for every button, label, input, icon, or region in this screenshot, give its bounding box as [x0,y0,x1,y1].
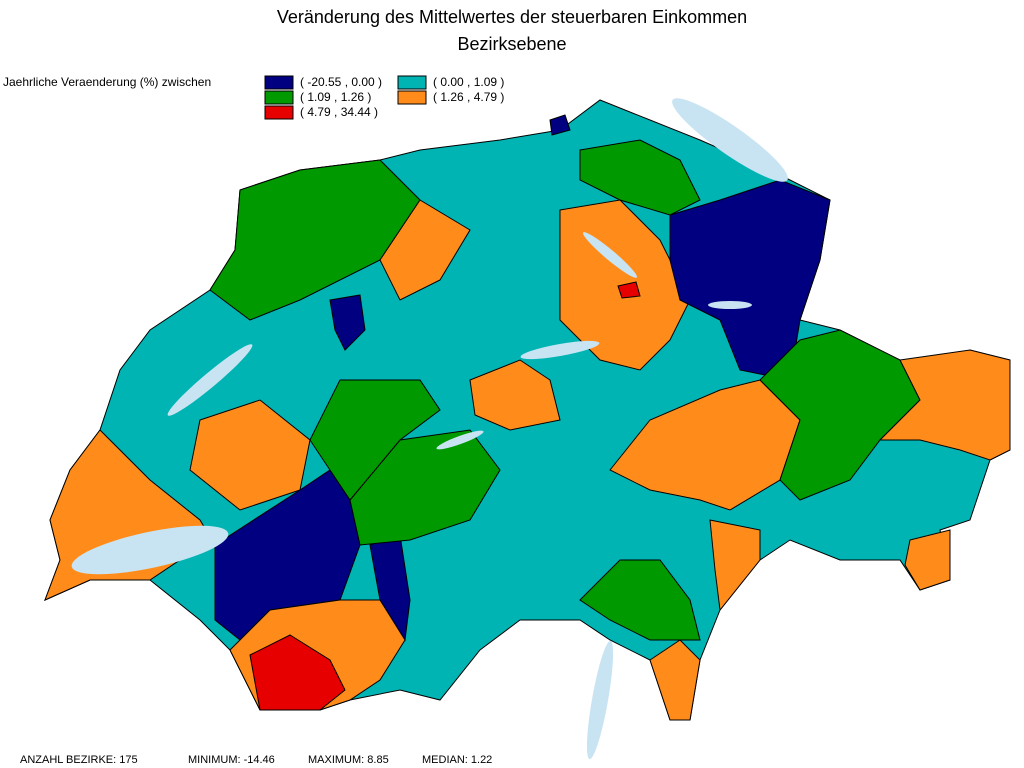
legend-entry: ( -20.55 , 0.00 ) [300,75,382,89]
legend-swatch [264,75,294,90]
legend: ( -20.55 , 0.00 ) ( 0.00 , 1.09 ) ( 1.09 ,… [264,75,504,120]
region [379,199,471,301]
region [709,519,761,612]
region [649,639,701,721]
footer-stat: MEDIAN: 1.22 [422,754,492,766]
legend-swatch [397,75,427,90]
lake [436,430,484,450]
subtitle: Bezirksebene [457,34,566,54]
legend-entry: ( 1.26 , 4.79 ) [433,90,504,104]
region [469,359,561,431]
lake [672,98,788,182]
region [617,281,641,299]
lake [167,344,253,416]
region [309,379,441,501]
region [904,529,951,591]
lake [582,232,638,278]
region [579,559,701,641]
region [349,429,501,546]
legend-entry: ( 4.79 , 34.44 ) [300,105,378,119]
footer: ANZAHL BEZIRKE: 175 MINIMUM: -14.46 MAXIMU… [20,754,492,766]
lake [71,525,229,575]
region [329,294,366,351]
footer-stat: MINIMUM: -14.46 [188,754,275,766]
region [209,159,421,321]
footer-stat: ANZAHL BEZIRKE: 175 [20,754,138,766]
region [878,349,1011,461]
lake [586,640,614,760]
region [549,114,571,136]
legend-entry: ( 1.09 , 1.26 ) [300,90,371,104]
region [214,469,361,641]
legend-label: Jaehrliche Veraenderung (%) zwischen [3,75,211,89]
lake [520,340,600,360]
legend-swatch [264,90,294,105]
region [249,634,346,711]
legend-swatch [397,90,427,105]
map [44,98,1011,760]
region [579,139,701,216]
title: Veränderung des Mittelwertes der steuerb… [277,7,747,27]
footer-stat: MAXIMUM: 8.85 [308,754,389,766]
legend-swatch [264,105,294,120]
lake [708,301,752,309]
legend-entry: ( 0.00 , 1.09 ) [433,75,504,89]
